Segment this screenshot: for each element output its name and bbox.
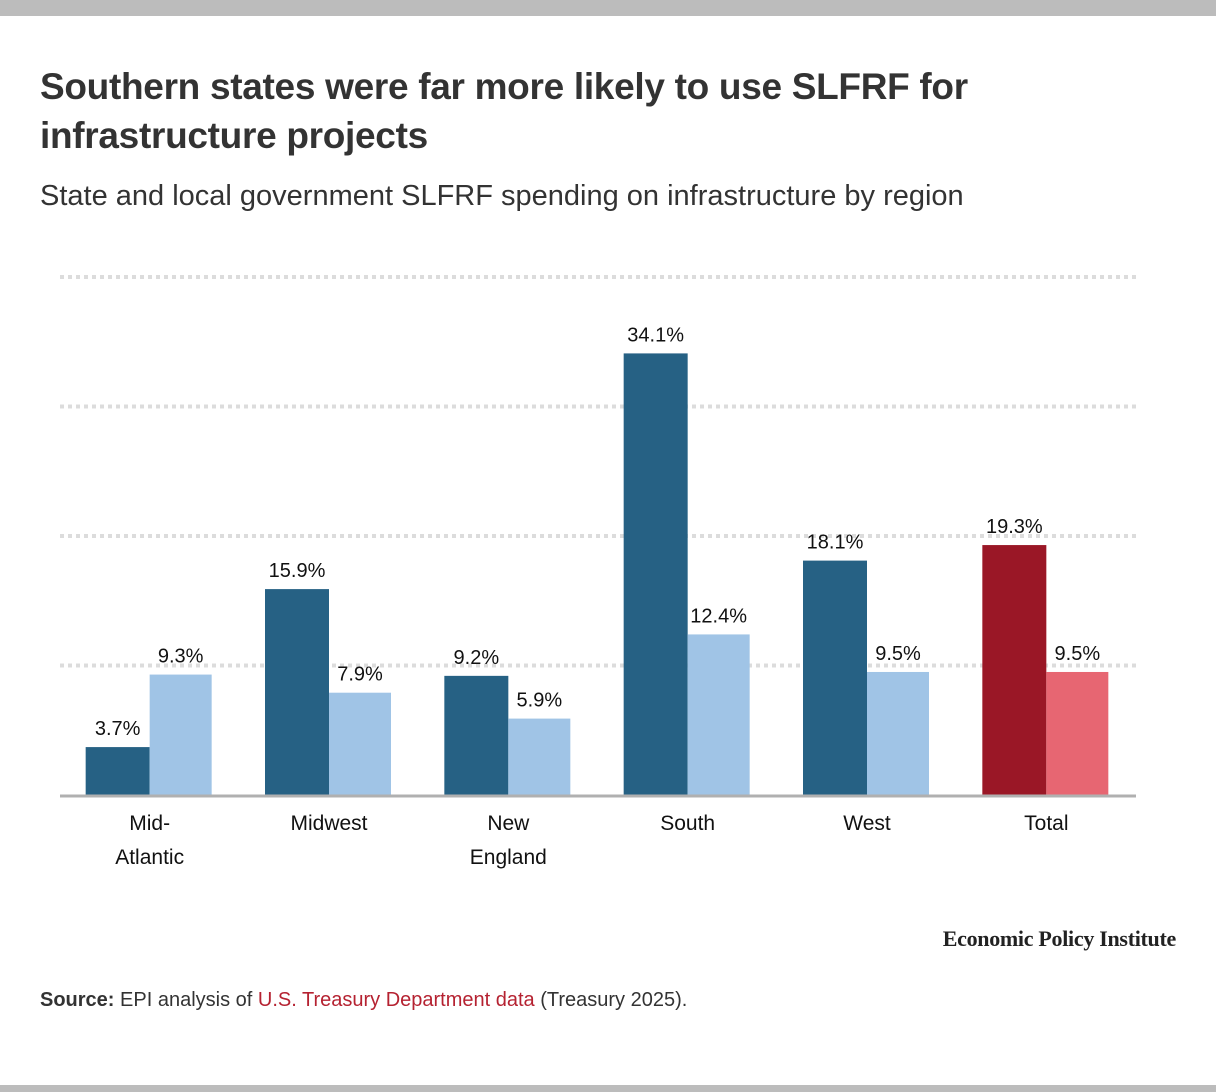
- chart-title: Southern states were far more likely to …: [40, 66, 968, 156]
- value-label-midwest-series-2: 7.9%: [337, 664, 383, 686]
- value-label-midwest-series-1: 15.9%: [269, 560, 326, 582]
- bars: [85, 353, 1109, 795]
- bar-west-series-2: [867, 671, 929, 795]
- source-suffix: (Treasury 2025).: [534, 989, 688, 1011]
- x-tick-label-new-england: New England: [470, 812, 547, 869]
- bar-total-series-2: [1046, 671, 1109, 795]
- chart-subtitle: State and local government SLFRF spendin…: [40, 180, 964, 212]
- value-label-mid-atlantic-series-2: 9.3%: [158, 646, 204, 668]
- value-label-west-series-2: 9.5%: [875, 643, 921, 665]
- bar-new-england-series-2: [508, 718, 571, 795]
- bar-chart: 3.7% 9.3% 15.9% 7.9% 9.2% 5.9% 34.1% 12.4% 18.1%…: [60, 275, 1136, 869]
- source-link[interactable]: U.S. Treasury Department data: [257, 989, 535, 1011]
- x-tick-label-midwest: Midwest: [290, 812, 367, 835]
- bar-mid-atlantic-series-2: [149, 674, 212, 795]
- bar-south-series-2: [687, 634, 750, 795]
- source-prefix: EPI analysis of: [120, 989, 258, 1011]
- value-label-new-england-series-2: 5.9%: [517, 690, 563, 712]
- bar-west-series-1: [803, 560, 867, 795]
- epi-logo: Economic Policy Institute: [942, 926, 1177, 951]
- top-border-bar: [0, 0, 1216, 16]
- x-tick-label-south: South: [660, 812, 715, 835]
- bar-total-series-1: [982, 545, 1047, 795]
- x-tick-label-mid-atlantic: Mid-Atlantic: [115, 812, 184, 869]
- value-label-south-series-2: 12.4%: [690, 605, 747, 627]
- x-tick-label-west: West: [843, 812, 891, 835]
- value-label-total-series-1: 19.3%: [986, 516, 1043, 538]
- x-tick-label-total: Total: [1024, 812, 1068, 835]
- value-label-mid-atlantic-series-1: 3.7%: [95, 718, 141, 740]
- bar-new-england-series-1: [444, 675, 509, 795]
- bar-midwest-series-2: [329, 692, 391, 795]
- bar-mid-atlantic-series-1: [85, 747, 150, 795]
- bottom-border-bar: [0, 1085, 1216, 1092]
- bar-midwest-series-1: [265, 589, 329, 795]
- value-label-south-series-1: 34.1%: [627, 324, 684, 346]
- source-label: Source:: [40, 989, 115, 1011]
- value-label-west-series-1: 18.1%: [807, 532, 864, 554]
- value-label-total-series-2: 9.5%: [1055, 643, 1101, 665]
- bar-south-series-1: [623, 353, 688, 795]
- value-labels: 3.7% 9.3% 15.9% 7.9% 9.2% 5.9% 34.1% 12.4% 18.1%…: [95, 324, 1100, 740]
- x-axis: Mid-Atlantic Midwest New England South West To…: [60, 794, 1136, 869]
- gridlines: [60, 275, 1136, 668]
- source-note: Source: EPI analysis of U.S. Treasury De…: [40, 986, 687, 1014]
- value-label-new-england-series-1: 9.2%: [454, 647, 500, 669]
